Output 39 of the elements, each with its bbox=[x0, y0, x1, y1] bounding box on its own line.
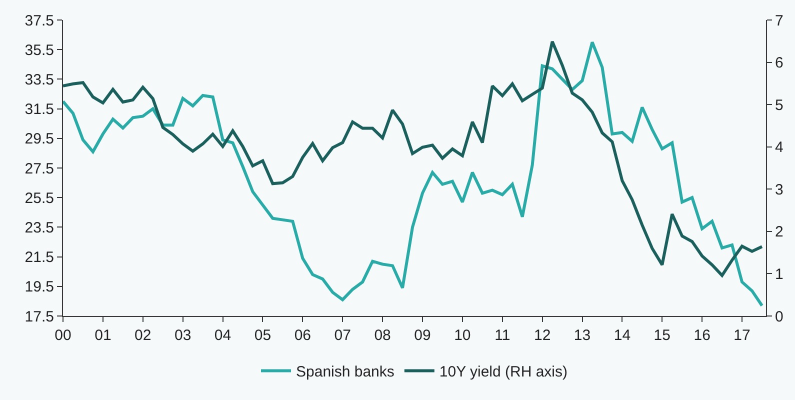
y-tick-label: 31.5 bbox=[24, 101, 54, 118]
x-tick-label: 07 bbox=[334, 327, 351, 344]
legend-label: 10Y yield (RH axis) bbox=[439, 364, 568, 381]
y-tick-label: 29.5 bbox=[24, 130, 54, 148]
y2-tick-label: 3 bbox=[775, 181, 784, 198]
y-tick-label: 21.5 bbox=[24, 249, 54, 266]
x-tick-label: 08 bbox=[374, 327, 391, 344]
x-tick-label: 14 bbox=[614, 327, 631, 344]
x-tick-label: 11 bbox=[494, 327, 510, 344]
y-tick-label: 37.5 bbox=[24, 12, 54, 30]
x-tick-label: 12 bbox=[534, 327, 551, 344]
y2-tick-label: 0 bbox=[775, 308, 784, 326]
y-tick-label: 23.5 bbox=[24, 219, 54, 236]
x-tick-label: 10 bbox=[454, 327, 471, 344]
y2-tick-label: 6 bbox=[775, 54, 784, 72]
y-tick-label: 33.5 bbox=[24, 71, 54, 88]
x-tick-label: 15 bbox=[654, 327, 670, 344]
x-tick-label: 04 bbox=[214, 327, 232, 344]
y-tick-label: 17.5 bbox=[24, 308, 54, 326]
y-tick-label: 27.5 bbox=[24, 160, 54, 178]
x-tick-label: 03 bbox=[174, 327, 192, 344]
y-tick-label: 19.5 bbox=[24, 278, 54, 296]
x-tick-label: 17 bbox=[734, 327, 750, 344]
x-tick-label: 16 bbox=[694, 327, 710, 344]
x-tick-label: 09 bbox=[414, 327, 431, 344]
y2-tick-label: 4 bbox=[775, 139, 784, 156]
y-tick-label: 25.5 bbox=[24, 190, 54, 207]
y2-tick-label: 2 bbox=[775, 224, 784, 241]
x-tick-label: 06 bbox=[294, 327, 312, 344]
x-tick-label: 05 bbox=[254, 327, 272, 344]
legend-label: Spanish banks bbox=[296, 364, 394, 381]
y-tick-label: 35.5 bbox=[24, 42, 54, 59]
y2-tick-label: 1 bbox=[775, 266, 784, 283]
x-tick-label: 02 bbox=[134, 327, 152, 344]
x-tick-label: 01 bbox=[94, 327, 112, 344]
y2-tick-label: 5 bbox=[775, 96, 784, 114]
y2-tick-label: 7 bbox=[775, 12, 784, 30]
x-tick-label: 00 bbox=[54, 327, 72, 344]
x-tick-label: 13 bbox=[574, 327, 591, 344]
